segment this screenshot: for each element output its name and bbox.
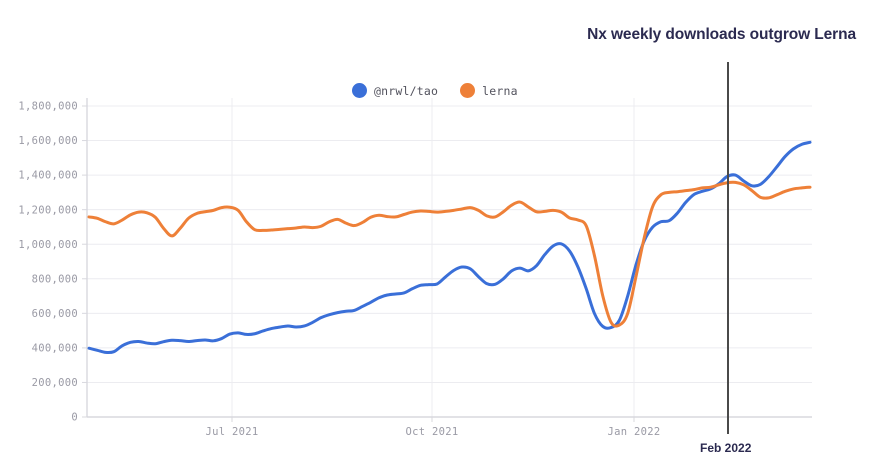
legend-item-nrwl-tao[interactable]: @nrwl/tao xyxy=(352,83,438,98)
grid-lines xyxy=(87,98,812,417)
svg-text:Jan 2022: Jan 2022 xyxy=(608,426,661,438)
page-title: Nx weekly downloads outgrow Lerna xyxy=(587,26,856,43)
svg-text:1,000,000: 1,000,000 xyxy=(18,239,78,251)
legend-item-lerna[interactable]: lerna xyxy=(460,83,518,98)
svg-text:1,400,000: 1,400,000 xyxy=(18,170,78,182)
data-series-lines xyxy=(87,140,812,355)
circle-marker-icon xyxy=(352,83,367,98)
svg-text:Oct 2021: Oct 2021 xyxy=(406,426,459,438)
chart-legend: @nrwl/tao lerna xyxy=(352,83,518,98)
axis-lines xyxy=(82,98,812,422)
legend-item-label: lerna xyxy=(482,83,518,98)
legend-item-label: @nrwl/tao xyxy=(374,83,439,98)
circle-marker-icon xyxy=(460,83,476,98)
svg-text:600,000: 600,000 xyxy=(32,308,78,320)
svg-text:Jul 2021: Jul 2021 xyxy=(206,426,259,438)
x-axis-tick-labels: Jul 2021 Oct 2021 Jan 2022 xyxy=(206,426,661,438)
svg-text:0: 0 xyxy=(71,412,78,424)
svg-text:1,200,000: 1,200,000 xyxy=(18,204,78,216)
svg-text:1,600,000: 1,600,000 xyxy=(18,135,78,147)
svg-text:1,800,000: 1,800,000 xyxy=(18,101,78,113)
svg-text:200,000: 200,000 xyxy=(32,377,78,389)
annotation-label: Feb 2022 xyxy=(700,441,752,455)
svg-text:400,000: 400,000 xyxy=(32,342,78,354)
y-axis-tick-labels: 0 200,000 400,000 600,000 800,000 1,000,000 1,… xyxy=(18,101,78,424)
svg-text:800,000: 800,000 xyxy=(32,273,78,285)
